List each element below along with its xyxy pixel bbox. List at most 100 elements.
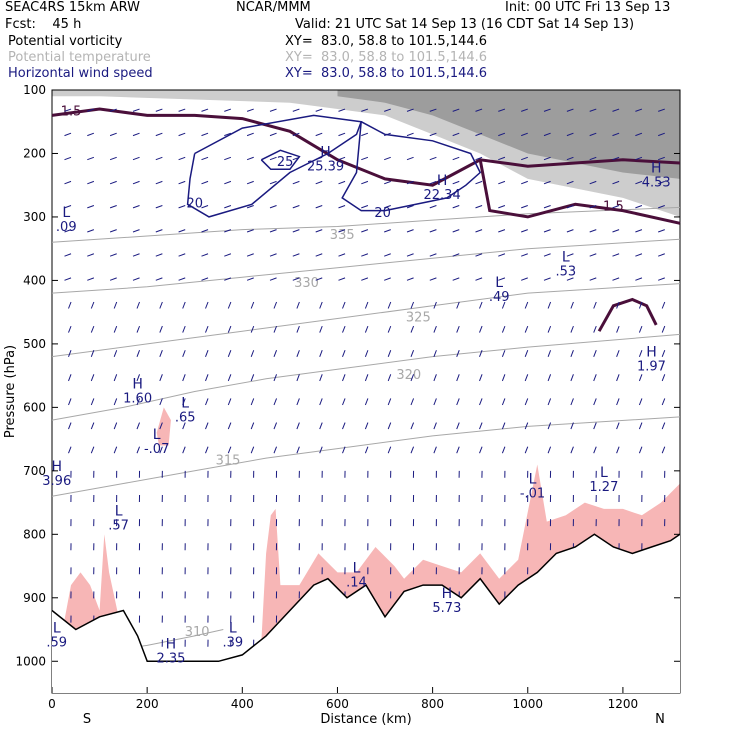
wind-vector (90, 374, 95, 382)
theta-label-4: 330 (294, 276, 319, 291)
wind-vector (182, 446, 186, 454)
wind-vector (612, 180, 620, 185)
wind-vector (64, 156, 72, 161)
wind-vector (410, 374, 415, 382)
wind-vector (429, 108, 437, 112)
wind-vector (227, 374, 232, 382)
wind-vector (250, 422, 255, 430)
wind-vector (547, 422, 552, 430)
wind-vector (227, 446, 232, 454)
wind-vector (593, 374, 597, 382)
wind-vector (68, 398, 72, 406)
wind-vector (658, 277, 665, 281)
y-tick-label: 700 (23, 464, 46, 478)
wind-vector (589, 156, 597, 161)
y-tick-label: 300 (23, 210, 46, 224)
wind-vector (429, 156, 437, 161)
wind-vector (182, 398, 186, 406)
wind-vector (205, 350, 209, 357)
wind-vector (342, 446, 346, 454)
wind-vector (136, 374, 141, 382)
wind-vector (273, 446, 278, 454)
wind-vector (547, 301, 552, 309)
wind-vector (87, 108, 95, 112)
wind-vector (315, 205, 323, 209)
wind-vector (155, 229, 163, 233)
wind-vector (658, 156, 665, 161)
wind-vector (593, 325, 597, 333)
wind-vector (593, 446, 597, 454)
wind-vector (612, 132, 620, 137)
wind-vector (456, 398, 460, 406)
wind-vector (635, 277, 643, 281)
theta-label-1: 315 (216, 453, 241, 468)
wind-contour-2 (260, 149, 301, 171)
wind-vector (132, 108, 140, 112)
wind-vector (227, 325, 232, 333)
wind-vector (361, 205, 369, 209)
wind-vector (524, 446, 529, 454)
wind-vector (319, 301, 323, 309)
wind-vector (616, 374, 620, 382)
wind-vector (178, 156, 186, 161)
wind-vector (205, 398, 209, 406)
wind-vector (273, 422, 278, 430)
wind-vector (635, 156, 643, 161)
wind-vector (319, 350, 323, 357)
wind-vector (246, 229, 254, 233)
extremum-letter-7: H (132, 376, 143, 392)
wind-vector (246, 277, 254, 281)
wind-vector (182, 325, 186, 333)
y-axis-label: Pressure (hPa) (3, 345, 18, 438)
theta-label-0: 310 (185, 625, 210, 640)
wind-vector (543, 205, 551, 209)
wind-vector (501, 374, 506, 382)
x-tick-label: 1000 (512, 697, 543, 711)
forecast-hour: Fcst: 45 h (5, 17, 81, 32)
wind-vector (250, 398, 255, 406)
wind-vector (338, 156, 346, 161)
chart-init-time: Init: 00 UTC Fri 13 Sep 13 (505, 0, 671, 15)
wind-vector (292, 156, 300, 161)
extremum-value-12: -.01 (520, 487, 545, 502)
wind-vector (361, 156, 369, 161)
wind-vector (315, 277, 323, 281)
wind-vector (479, 325, 483, 333)
wind-vector (406, 108, 414, 112)
wind-vector (109, 253, 117, 257)
wind-vector (113, 422, 118, 430)
extremum-letter-15: H (442, 586, 453, 602)
wind-vector (132, 180, 140, 185)
wind-vector (292, 180, 300, 185)
pv-fill-blob (156, 407, 171, 446)
wind-contour-1 (341, 121, 482, 212)
wind-vector (132, 132, 140, 137)
wind-vector (566, 253, 574, 257)
wind-vector (87, 156, 95, 161)
wind-vector (269, 205, 277, 209)
x-tick-label: 600 (326, 697, 349, 711)
wind-vector (524, 374, 529, 382)
wind-vector (524, 422, 529, 430)
wind-vector (661, 301, 666, 309)
wind-vector (589, 108, 597, 112)
extremum-value-6: 1.97 (637, 360, 666, 375)
terrain-mask (52, 534, 680, 693)
wind-vector (410, 325, 415, 333)
wind-vector (269, 132, 277, 137)
extremum-value-5: .49 (489, 290, 510, 305)
wind-vector (661, 374, 666, 382)
wind-vector (521, 108, 528, 112)
extremum-letter-8: L (181, 395, 189, 411)
wind-vector (543, 277, 551, 281)
x-tick-label: 400 (231, 697, 254, 711)
wind-vector (638, 301, 643, 309)
wind-vector (452, 229, 460, 233)
wind-vector (635, 229, 643, 233)
wind-vector (612, 205, 620, 209)
end-label-left: S (83, 712, 91, 727)
wind-vector (361, 229, 369, 233)
wind-vector (479, 350, 483, 357)
wind-vector (387, 350, 392, 357)
wind-vector (292, 205, 300, 209)
